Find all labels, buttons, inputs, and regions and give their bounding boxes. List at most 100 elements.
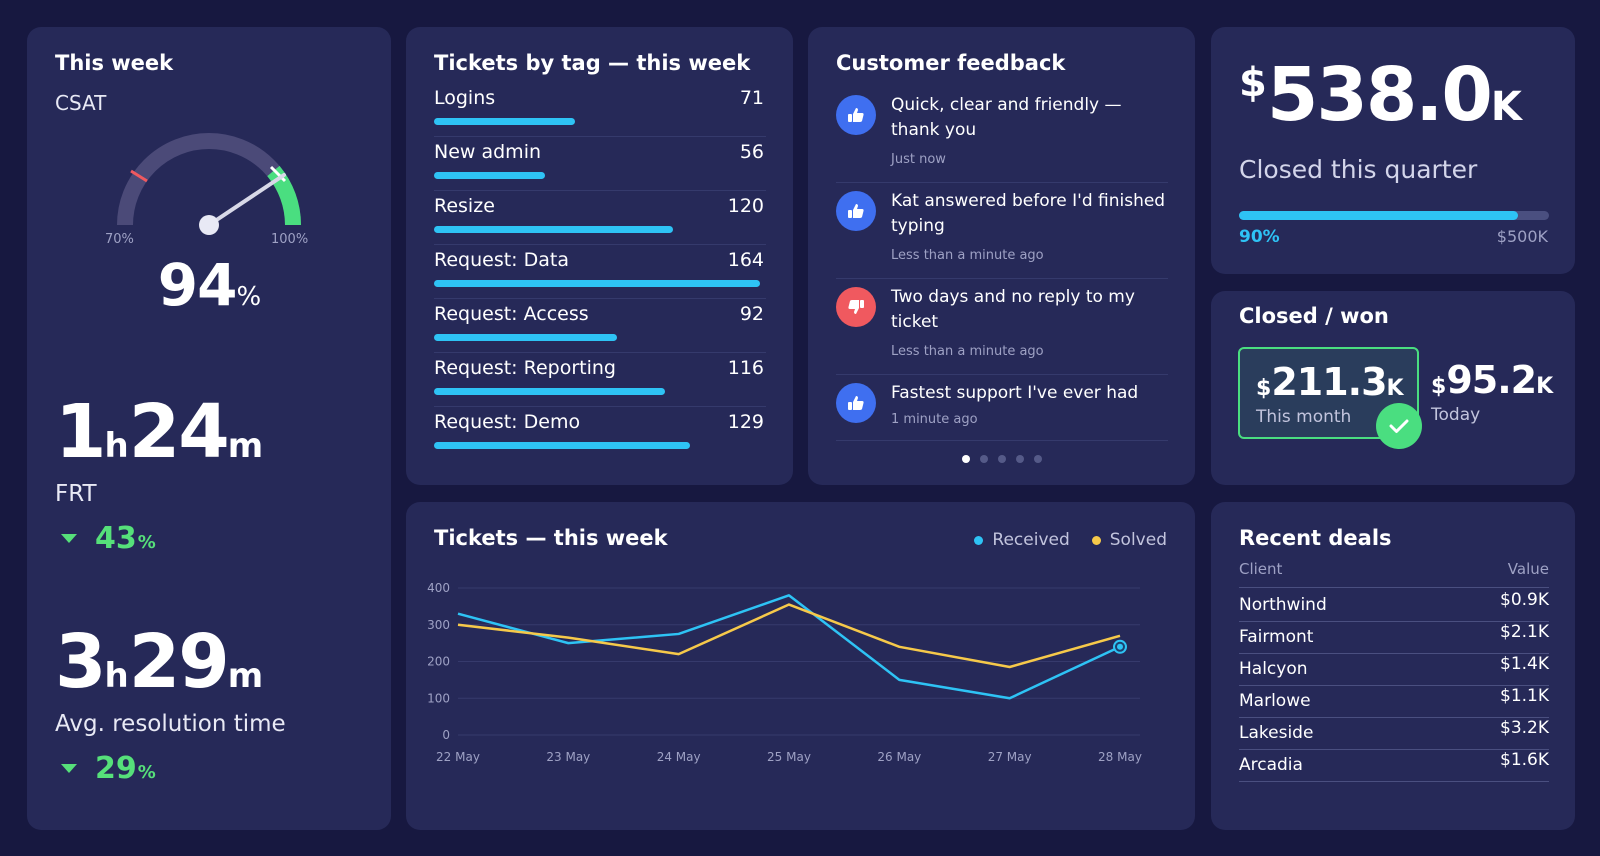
this-month-value: $211.3K <box>1256 360 1404 404</box>
table-row[interactable]: Halcyon $1.4K <box>1239 654 1549 686</box>
feedback-text: Quick, clear and friendly — thank you <box>891 95 1122 140</box>
deal-value: $1.4K <box>1500 654 1549 674</box>
panel-title: Closed / won <box>1239 304 1389 328</box>
this-month-label: This month <box>1256 407 1352 427</box>
deal-client: Lakeside <box>1239 723 1314 743</box>
tag-value: 120 <box>727 195 764 217</box>
legend-item[interactable]: Received <box>974 530 1070 550</box>
legend-swatch <box>974 535 984 545</box>
deal-value: $3.2K <box>1500 718 1549 738</box>
recent-deals-panel: Recent deals Client Value Northwind $0.9K… <box>1211 502 1575 830</box>
tag-value: 164 <box>727 249 764 271</box>
today-value: $95.2K <box>1431 358 1554 402</box>
x-tick-label: 25 May <box>767 750 811 764</box>
tag-row[interactable]: New admin 56 <box>434 137 766 191</box>
carousel-dot[interactable] <box>961 455 970 463</box>
y-tick-label: 400 <box>427 581 450 595</box>
legend-item[interactable]: Solved <box>1091 530 1167 550</box>
deal-client: Halcyon <box>1239 659 1308 679</box>
chart-legend: Received Solved <box>974 530 1167 550</box>
resolution-label: Avg. resolution time <box>55 711 286 737</box>
tag-label: Request: Demo <box>434 411 581 433</box>
tag-row[interactable]: Request: Demo 129 <box>434 407 766 461</box>
feedback-time: Just now <box>891 152 946 167</box>
panel-title: Recent deals <box>1239 526 1392 550</box>
tag-label: Request: Reporting <box>434 357 616 379</box>
gauge-good-zone <box>267 165 302 226</box>
tag-value: 129 <box>727 411 764 433</box>
feedback-time: Less than a minute ago <box>891 344 1044 359</box>
tag-value: 92 <box>739 303 764 325</box>
frt-delta: 43% <box>61 521 156 556</box>
gauge-min-marker <box>130 169 148 183</box>
carousel-dot[interactable] <box>1015 455 1024 463</box>
table-row[interactable]: Northwind $0.9K <box>1239 590 1549 622</box>
tag-row[interactable]: Logins 71 <box>434 83 766 137</box>
column-header-value: Value <box>1507 560 1549 578</box>
resolution-delta: 29% <box>61 751 156 786</box>
feedback-item[interactable]: Fastest support I've ever had 1 minute a… <box>836 381 1168 441</box>
legend-swatch <box>1091 535 1101 545</box>
check-icon <box>1376 403 1422 449</box>
feedback-text: Kat answered before I'd finished typing <box>891 191 1166 236</box>
x-tick-label: 23 May <box>546 750 590 764</box>
tag-bar <box>434 226 673 233</box>
quarter-value: $538.0K <box>1239 52 1522 138</box>
tag-bar <box>434 334 617 341</box>
deal-client: Fairmont <box>1239 627 1314 647</box>
this-month-card[interactable]: $211.3K This month <box>1238 347 1419 439</box>
feedback-item[interactable]: Quick, clear and friendly — thank you Ju… <box>836 93 1168 183</box>
tag-label: Resize <box>434 195 495 217</box>
tickets-by-tag-panel: Tickets by tag — this week Logins 71 New… <box>406 27 793 485</box>
y-tick-label: 0 <box>442 728 450 742</box>
panel-title: Tickets by tag — this week <box>434 51 751 75</box>
down-triangle-icon <box>61 764 77 773</box>
frt-label: FRT <box>55 481 97 507</box>
data-point <box>1117 643 1123 650</box>
x-tick-label: 26 May <box>877 750 921 764</box>
tag-label: Request: Access <box>434 303 589 325</box>
feedback-item[interactable]: Two days and no reply to my ticket Less … <box>836 285 1168 375</box>
deal-value: $0.9K <box>1500 590 1549 610</box>
tag-row[interactable]: Request: Data 164 <box>434 245 766 299</box>
table-row[interactable]: Arcadia $1.6K <box>1239 750 1549 782</box>
x-tick-label: 24 May <box>657 750 701 764</box>
feedback-item[interactable]: Kat answered before I'd finished typing … <box>836 189 1168 279</box>
deal-value: $1.6K <box>1500 750 1549 770</box>
gauge-min-label: 70% <box>105 232 134 247</box>
tag-row[interactable]: Request: Reporting 116 <box>434 353 766 407</box>
quarter-progress-bar <box>1239 211 1549 220</box>
carousel-pagination <box>808 455 1195 463</box>
csat-value: 94% <box>157 251 261 319</box>
feedback-text: Two days and no reply to my ticket <box>891 287 1135 332</box>
today-label: Today <box>1431 405 1481 425</box>
feedback-text: Fastest support I've ever had <box>891 383 1139 403</box>
panel-title: Tickets — this week <box>434 526 668 550</box>
deal-client: Northwind <box>1239 595 1327 615</box>
deal-value: $2.1K <box>1500 622 1549 642</box>
carousel-dot[interactable] <box>979 455 988 463</box>
carousel-dot[interactable] <box>997 455 1006 463</box>
resolution-value: 3h29m <box>55 619 264 705</box>
table-row[interactable]: Fairmont $2.1K <box>1239 622 1549 654</box>
deal-value: $1.1K <box>1500 686 1549 706</box>
table-row[interactable]: Marlowe $1.1K <box>1239 686 1549 718</box>
quarter-progress-fill <box>1239 211 1518 220</box>
closed-this-quarter-panel: $538.0K Closed this quarter 90% $500K <box>1211 27 1575 274</box>
x-tick-label: 28 May <box>1098 750 1142 764</box>
thumbs-up-icon <box>836 191 876 231</box>
tag-label: New admin <box>434 141 542 163</box>
table-row[interactable]: Lakeside $3.2K <box>1239 718 1549 750</box>
tag-bar <box>434 172 546 179</box>
deal-client: Arcadia <box>1239 755 1303 775</box>
x-tick-label: 22 May <box>436 750 480 764</box>
tag-bar <box>434 442 691 449</box>
tag-value: 71 <box>739 87 764 109</box>
carousel-dot[interactable] <box>1033 455 1042 463</box>
tag-value: 116 <box>727 357 764 379</box>
tickets-line-chart: 0 100 200 300 400 22 May 23 May 24 May 25 May 26 … <box>427 581 1142 764</box>
tag-row[interactable]: Request: Access 92 <box>434 299 766 353</box>
series-line-received <box>457 594 1121 700</box>
tag-row[interactable]: Resize 120 <box>434 191 766 245</box>
tag-bar <box>434 118 576 125</box>
